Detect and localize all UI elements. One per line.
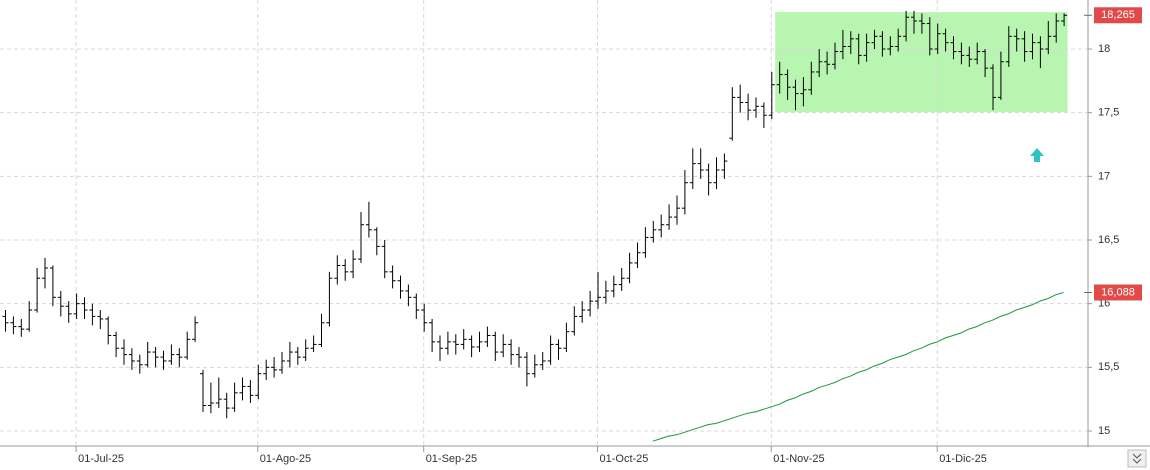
last-value-box — [1094, 284, 1142, 301]
y-tick-label: 16 — [1098, 298, 1110, 310]
last-value-box — [1094, 7, 1142, 24]
x-tick-label: 01-Ago-25 — [260, 453, 311, 465]
last-value-label: 16,088 — [1101, 286, 1135, 298]
x-tick-label: 01-Jul-25 — [78, 453, 124, 465]
x-tick-label: 01-Nov-25 — [773, 453, 824, 465]
chevron — [1132, 458, 1142, 464]
y-tick-label: 18 — [1098, 43, 1110, 55]
chevron — [1132, 453, 1142, 459]
moving-average-line — [652, 292, 1064, 442]
x-tick-label: 01-Oct-25 — [600, 453, 649, 465]
up-arrow-icon — [1030, 148, 1044, 162]
scroll-button[interactable] — [1127, 449, 1147, 468]
y-tick-label: 16,5 — [1098, 234, 1119, 246]
y-tick-label: 17 — [1098, 170, 1110, 182]
x-tick-label: 01-Sep-25 — [426, 453, 477, 465]
x-tick-label: 01-Dic-25 — [939, 453, 987, 465]
last-value-label: 18,265 — [1101, 9, 1135, 21]
y-tick-label: 15,5 — [1098, 361, 1119, 373]
plot-area — [0, 0, 1088, 445]
y-tick-label: 17,5 — [1098, 107, 1119, 119]
y-tick-label: 15 — [1098, 425, 1110, 437]
